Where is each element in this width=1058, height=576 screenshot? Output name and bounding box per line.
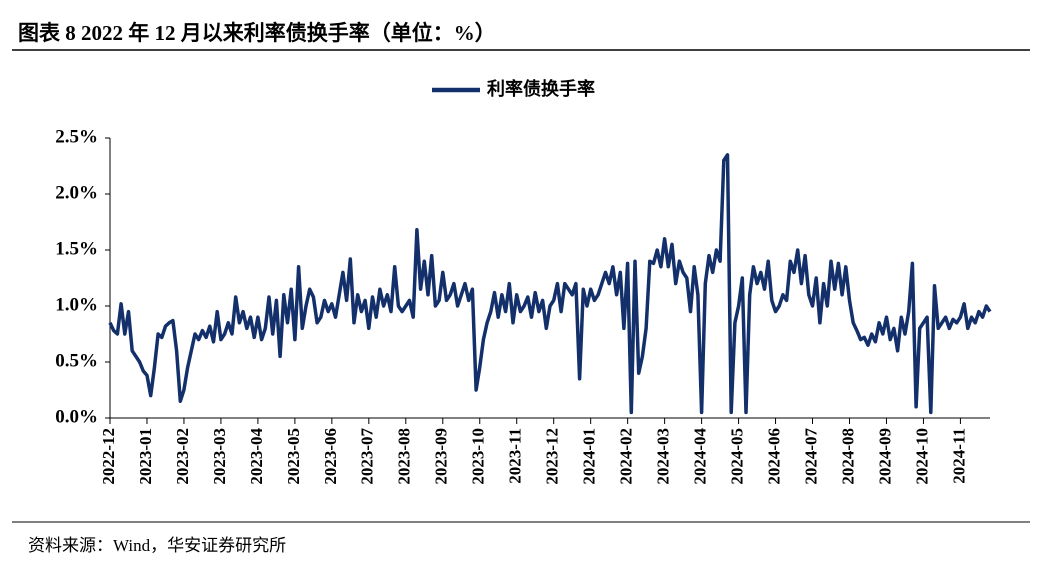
- chart-title: 图表 8 2022 年 12 月以来利率债换手率（单位：%）: [18, 21, 496, 45]
- x-tick-label: 2023-12: [543, 428, 562, 485]
- x-tick-label: 2024-03: [654, 428, 673, 485]
- x-tick-label: 2023-06: [321, 428, 340, 485]
- x-tick-label: 2024-10: [912, 428, 931, 485]
- x-tick-label: 2023-07: [358, 428, 377, 485]
- x-tick-label: 2023-08: [395, 428, 414, 485]
- source-note: 资料来源：Wind，华安证券研究所: [28, 536, 286, 555]
- x-tick-label: 2023-04: [247, 428, 266, 485]
- x-tick-label: 2024-06: [764, 428, 783, 485]
- y-tick-label: 2.5%: [55, 126, 98, 147]
- y-tick-label: 0.5%: [55, 350, 98, 371]
- x-tick-label: 2024-09: [875, 428, 894, 485]
- x-tick-label: 2023-09: [432, 428, 451, 485]
- y-tick-label: 1.5%: [55, 238, 98, 259]
- y-tick-label: 0.0%: [55, 406, 98, 427]
- x-tick-label: 2024-05: [727, 428, 746, 485]
- x-tick-label: 2024-02: [617, 428, 636, 485]
- x-tick-label: 2023-03: [210, 428, 229, 485]
- x-tick-label: 2022-12: [99, 428, 118, 485]
- x-tick-label: 2024-04: [691, 428, 710, 485]
- x-tick-label: 2023-01: [136, 428, 155, 485]
- x-tick-label: 2024-07: [801, 428, 820, 485]
- x-tick-label: 2023-02: [173, 428, 192, 485]
- y-tick-label: 1.0%: [55, 294, 98, 315]
- x-tick-label: 2023-11: [506, 428, 525, 484]
- legend-label: 利率债换手率: [487, 78, 595, 99]
- x-tick-label: 2024-08: [838, 428, 857, 485]
- y-tick-label: 2.0%: [55, 182, 98, 203]
- x-tick-label: 2023-05: [284, 428, 303, 485]
- x-tick-label: 2024-01: [580, 428, 599, 485]
- x-tick-label: 2024-11: [949, 428, 968, 484]
- series-line: [108, 153, 992, 415]
- x-tick-label: 2023-10: [469, 428, 488, 485]
